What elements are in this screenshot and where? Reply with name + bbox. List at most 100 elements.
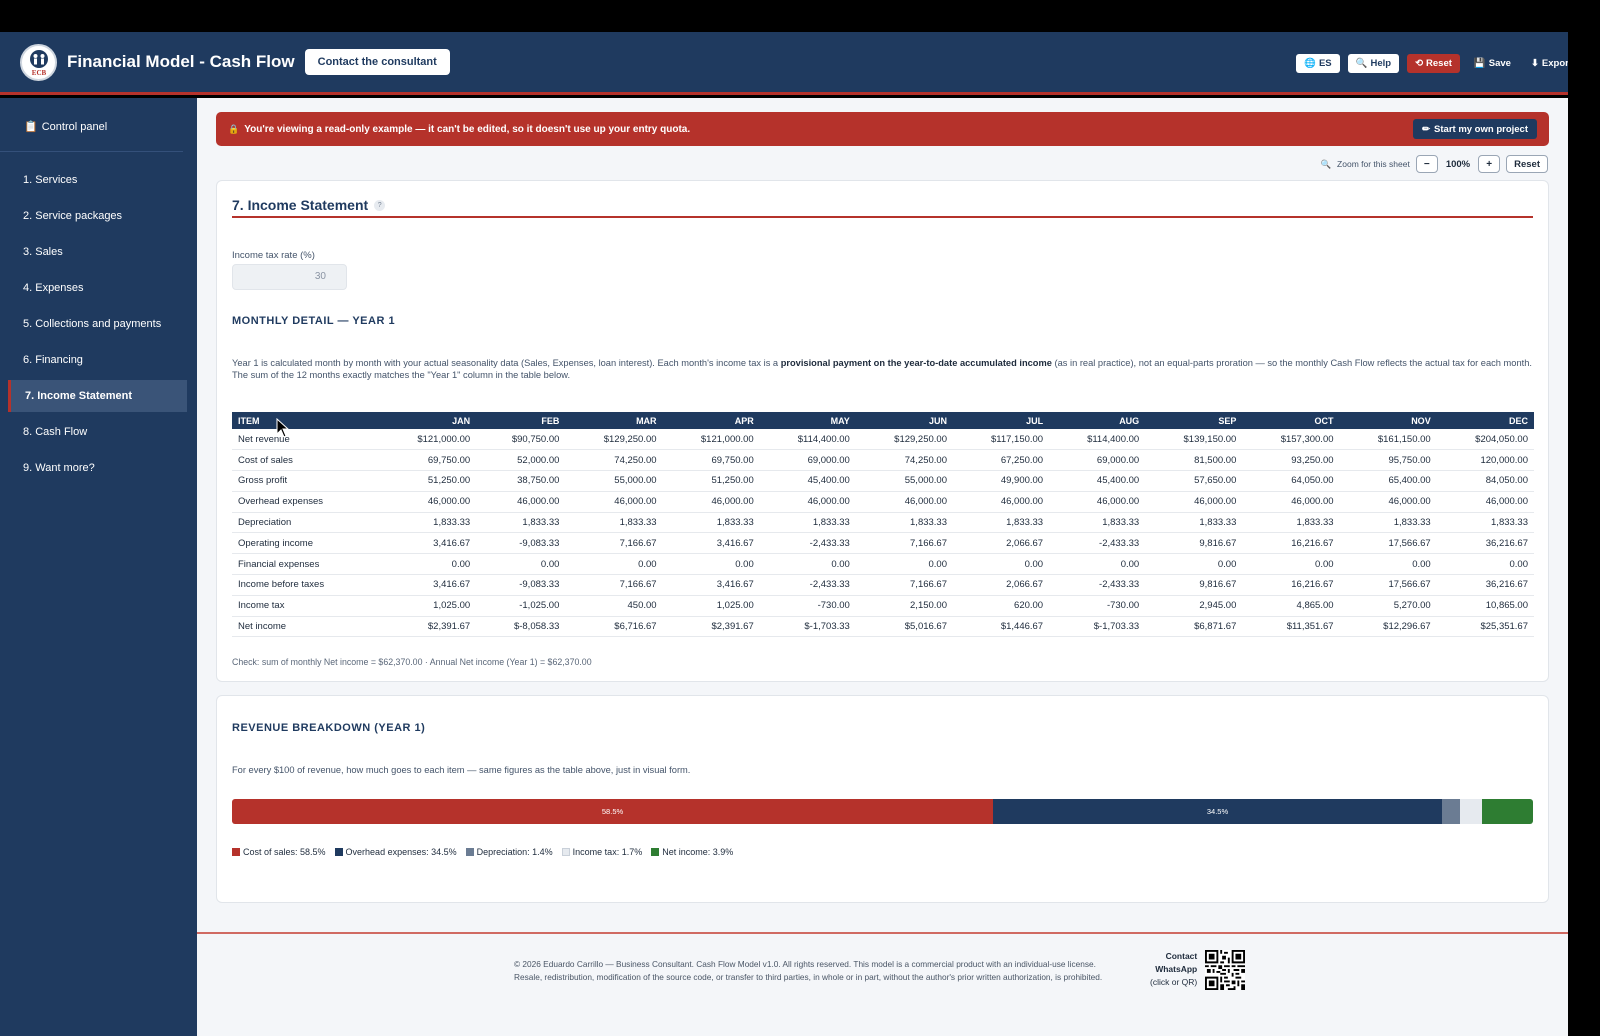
table-cell: 46,000.00 <box>1436 491 1534 513</box>
table-cell: $-8,058.33 <box>476 616 566 638</box>
table-cell: -1,025.00 <box>476 595 566 617</box>
column-header: JUN <box>855 412 953 429</box>
table-cell: $6,716.67 <box>565 616 663 638</box>
sidebar-item-2[interactable]: 2. Service packages <box>23 210 123 222</box>
table-cell: 7,166.67 <box>855 574 953 596</box>
zoom-reset-button[interactable]: Reset <box>1506 155 1548 173</box>
bar-segment <box>1460 799 1483 824</box>
row-label: Income tax <box>232 595 379 617</box>
income-statement-card: 7. Income Statement ? Income tax rate (%… <box>216 180 1549 682</box>
reset-label: Reset <box>1426 58 1452 69</box>
table-cell: 0.00 <box>1049 553 1146 576</box>
save-button[interactable]: 💾 Save <box>1468 54 1517 73</box>
sidebar-item-3[interactable]: 3. Sales <box>23 246 63 258</box>
table-cell: 0.00 <box>855 553 953 576</box>
sidebar-item-6[interactable]: 6. Financing <box>23 354 83 366</box>
whatsapp-contact[interactable]: Contact WhatsApp (click or QR) <box>1150 950 1197 989</box>
mouse-cursor-icon <box>276 418 290 438</box>
table-cell: 3,416.67 <box>662 574 760 596</box>
column-header: MAY <box>759 412 856 429</box>
table-cell: 0.00 <box>378 553 477 576</box>
table-cell: $129,250.00 <box>565 429 663 451</box>
sidebar-item-7[interactable]: 7. Income Statement <box>8 380 187 412</box>
table-cell: 120,000.00 <box>1436 449 1534 472</box>
app-title: Financial Model - Cash Flow <box>67 52 295 71</box>
export-icon: ⬇ <box>1530 58 1539 69</box>
zoom-value: 100% <box>1445 158 1471 170</box>
table-cell: $-1,703.33 <box>1049 616 1146 638</box>
table-cell: 620.00 <box>953 595 1050 617</box>
table-cell: 69,000.00 <box>759 449 856 472</box>
tax-rate-input[interactable]: 30 <box>232 264 347 290</box>
table-cell: $-1,703.33 <box>759 616 856 638</box>
zoom-label: Zoom for this sheet <box>1337 159 1410 169</box>
zoom-in-button[interactable]: + <box>1478 155 1501 173</box>
table-cell: 7,166.67 <box>565 532 663 555</box>
table-cell: 46,000.00 <box>476 491 566 513</box>
help-icon[interactable]: ? <box>374 199 386 211</box>
table-cell: -2,433.33 <box>759 532 856 555</box>
table-cell: -9,083.33 <box>476 532 566 555</box>
main-content: 🔒 You're viewing a read-only example — i… <box>197 98 1568 1036</box>
help-button[interactable]: 🔍 Help <box>1347 54 1400 73</box>
contact-line-1: Contact <box>1165 951 1198 961</box>
sidebar-item-5[interactable]: 5. Collections and payments <box>23 318 162 330</box>
column-header: AUG <box>1049 412 1146 429</box>
lock-icon: 🔒 <box>228 123 240 134</box>
qr-code-icon[interactable] <box>1205 950 1245 990</box>
table-cell: 0.00 <box>662 553 760 576</box>
table-row: Income tax 1,025.00 -1,025.00 450.00 1,025.0… <box>232 595 1534 617</box>
table-cell: 1,833.33 <box>378 512 477 534</box>
export-button[interactable]: ⬇ Export <box>1525 54 1578 73</box>
sidebar-item-9[interactable]: 9. Want more? <box>23 462 95 474</box>
sidebar-item-8[interactable]: 8. Cash Flow <box>23 426 88 438</box>
revenue-breakdown-card: REVENUE BREAKDOWN (YEAR 1) For every $10… <box>216 695 1549 903</box>
table-cell: 93,250.00 <box>1242 449 1340 472</box>
save-icon: 💾 <box>1473 58 1486 69</box>
zoom-controls: 🔍 Zoom for this sheet − 100% + Reset <box>1320 154 1548 174</box>
table-cell: 69,000.00 <box>1049 449 1146 472</box>
column-header: JUL <box>953 412 1050 429</box>
start-project-button[interactable]: ✏ Start my own project <box>1413 119 1537 139</box>
table-cell: 46,000.00 <box>1242 491 1340 513</box>
sidebar-item-4[interactable]: 4. Expenses <box>23 282 84 294</box>
table-cell: 1,833.33 <box>1339 512 1437 534</box>
table-cell: $121,000.00 <box>662 429 760 451</box>
table-cell: 36,216.67 <box>1436 574 1534 596</box>
table-cell: 1,833.33 <box>1049 512 1146 534</box>
table-cell: $2,391.67 <box>662 616 760 638</box>
table-cell: -9,083.33 <box>476 574 566 596</box>
table-cell: 16,216.67 <box>1242 574 1340 596</box>
table-cell: 0.00 <box>1145 553 1243 576</box>
reset-button[interactable]: ⟲ Reset <box>1407 54 1460 73</box>
table-cell: 49,900.00 <box>953 470 1050 492</box>
bar-segment: 58.5% <box>232 799 994 824</box>
table-row: Income before taxes 3,416.67 -9,083.33 7,16… <box>232 574 1534 596</box>
legend-label: Overhead expenses: 34.5% <box>345 847 457 857</box>
table-cell: 0.00 <box>953 553 1050 576</box>
banner-text: You're viewing a read-only example — it … <box>244 123 691 135</box>
table-cell: 1,833.33 <box>759 512 856 534</box>
row-label: Net income <box>232 616 379 638</box>
table-row: Net income $2,391.67 $-8,058.33 $6,716.67 $2… <box>232 616 1534 638</box>
table-row: Gross profit 51,250.00 38,750.00 55,000.00 5… <box>232 470 1534 492</box>
control-panel-link[interactable]: 📋 Control panel <box>0 106 183 152</box>
table-cell: $114,400.00 <box>1049 429 1146 451</box>
table-cell: 0.00 <box>1339 553 1437 576</box>
table-row: Overhead expenses 46,000.00 46,000.00 46,00… <box>232 491 1534 513</box>
legend-swatch <box>651 848 660 856</box>
contact-consultant-button[interactable]: Contact the consultant <box>304 49 450 75</box>
table-cell: $121,000.00 <box>378 429 477 451</box>
table-cell: $114,400.00 <box>759 429 856 451</box>
check-text: Check: sum of monthly Net income = $62,3… <box>232 657 592 667</box>
table-cell: 46,000.00 <box>1049 491 1146 513</box>
table-cell: -2,433.33 <box>1049 574 1146 596</box>
legend-item: Overhead expenses: 34.5% <box>334 847 457 857</box>
table-cell: 38,750.00 <box>476 470 566 492</box>
table-cell: $1,446.67 <box>953 616 1050 638</box>
table-row: Operating income 3,416.67 -9,083.33 7,166.6… <box>232 532 1534 555</box>
zoom-out-button[interactable]: − <box>1415 155 1438 173</box>
sidebar-item-1[interactable]: 1. Services <box>23 174 78 186</box>
table-cell: 1,833.33 <box>1436 512 1534 534</box>
language-button[interactable]: 🌐 ES <box>1296 54 1340 73</box>
